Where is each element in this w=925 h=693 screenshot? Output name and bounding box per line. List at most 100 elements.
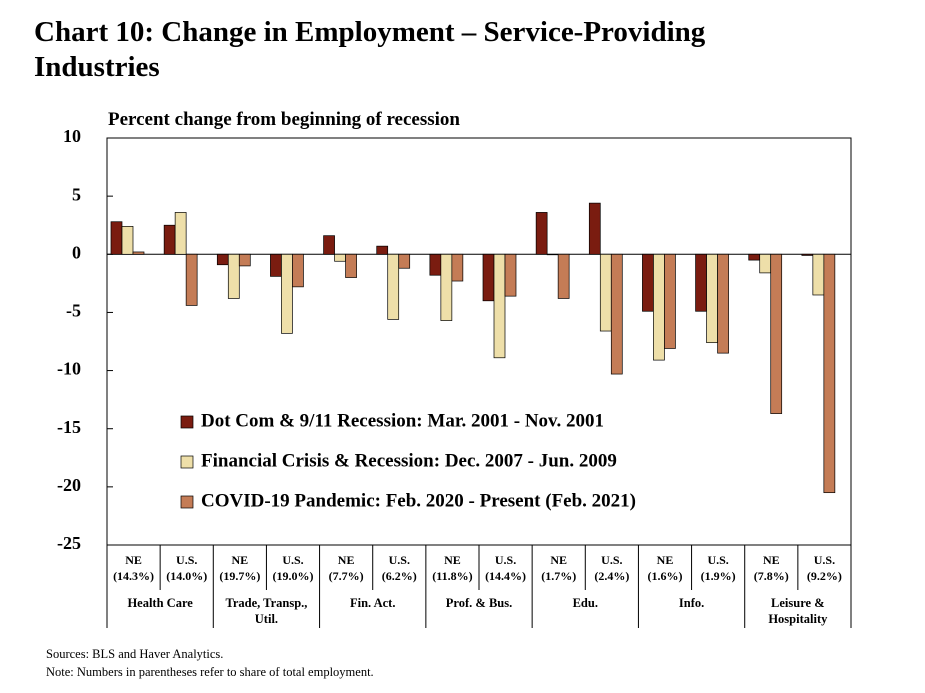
x-tick-share: (7.8%): [754, 569, 789, 583]
bar: [535, 212, 548, 255]
group-label: Leisure &: [771, 596, 825, 610]
bar: [482, 253, 495, 302]
group-label: Health Care: [127, 596, 193, 610]
x-tick-share: (14.3%): [113, 569, 154, 583]
x-tick-label: NE: [338, 553, 355, 567]
bar: [546, 253, 559, 256]
bar: [238, 253, 251, 267]
x-tick-share: (6.2%): [382, 569, 417, 583]
x-tick-share: (14.4%): [485, 569, 526, 583]
legend-swatch: [180, 415, 194, 429]
x-tick-share: (1.9%): [701, 569, 736, 583]
x-tick-share: (11.8%): [432, 569, 472, 583]
bar: [440, 253, 453, 321]
bar: [345, 253, 357, 278]
y-tick-label: -15: [57, 417, 81, 437]
x-tick-share: (2.4%): [594, 569, 629, 583]
x-tick-label: NE: [763, 553, 780, 567]
bar: [588, 202, 601, 255]
bar: [610, 253, 623, 375]
bar: [493, 253, 506, 359]
bar: [770, 253, 783, 414]
legend-label: Financial Crisis & Recession: Dec. 2007 …: [201, 450, 617, 471]
legend-label: COVID-19 Pandemic: Feb. 2020 - Present (…: [201, 490, 636, 511]
bar: [132, 251, 145, 255]
group-label: Hospitality: [768, 612, 828, 626]
group-label: Info.: [679, 596, 704, 610]
bar: [334, 253, 346, 262]
bar: [185, 253, 198, 306]
bar: [216, 253, 229, 266]
y-tick-label: 10: [63, 126, 81, 146]
bar: [759, 253, 772, 274]
x-tick-label: NE: [550, 553, 567, 567]
x-tick-label: U.S.: [814, 553, 835, 567]
group-label: Trade, Transp.,: [225, 596, 307, 610]
bar: [227, 253, 240, 299]
bar: [748, 253, 761, 261]
legend-swatch: [180, 455, 194, 469]
y-tick-label: -5: [66, 301, 81, 321]
y-tick-label: -25: [57, 533, 81, 553]
group-label: Edu.: [573, 596, 598, 610]
bar: [398, 253, 411, 269]
legend-label: Dot Com & 9/11 Recession: Mar. 2001 - No…: [201, 410, 604, 431]
x-tick-share: (1.6%): [648, 569, 683, 583]
bar: [174, 212, 187, 255]
bar: [504, 253, 517, 297]
x-tick-label: U.S.: [282, 553, 303, 567]
bar: [823, 253, 836, 494]
bar: [599, 253, 612, 332]
bar: [717, 253, 729, 354]
group-label: Prof. & Bus.: [446, 596, 512, 610]
x-tick-share: (1.7%): [541, 569, 576, 583]
x-tick-label: NE: [232, 553, 249, 567]
x-tick-label: NE: [657, 553, 674, 567]
chart-title: Chart 10: Change in Employment – Service…: [34, 16, 706, 48]
bar: [270, 253, 282, 277]
bar: [451, 253, 464, 282]
bar: [642, 253, 654, 312]
x-tick-label: U.S.: [495, 553, 516, 567]
plot-frame: [106, 137, 852, 546]
y-tick-label: -20: [57, 475, 81, 495]
y-tick-label: 0: [72, 242, 81, 262]
bar: [323, 235, 335, 255]
group-label: Fin. Act.: [350, 596, 395, 610]
x-tick-share: (19.0%): [273, 569, 314, 583]
group-label: Util.: [255, 612, 278, 626]
x-tick-share: (9.2%): [807, 569, 842, 583]
bar: [664, 253, 676, 349]
bar: [292, 253, 304, 288]
bar: [653, 253, 665, 361]
x-tick-label: U.S.: [601, 553, 622, 567]
x-tick-share: (14.0%): [166, 569, 207, 583]
source-note: Sources: BLS and Haver Analytics.: [46, 647, 223, 661]
bar: [429, 253, 442, 276]
bar: [121, 226, 134, 255]
bar: [557, 253, 570, 299]
bar: [812, 253, 825, 296]
chart-title: Industries: [34, 51, 160, 83]
y-axis-label: Percent change from beginning of recessi…: [108, 109, 460, 130]
x-tick-share: (7.7%): [329, 569, 364, 583]
bar: [376, 245, 389, 255]
x-tick-share: (19.7%): [219, 569, 260, 583]
bar: [801, 253, 814, 256]
x-tick-label: U.S.: [389, 553, 410, 567]
bar: [706, 253, 718, 344]
bar: [695, 253, 707, 312]
y-tick-label: -10: [57, 359, 81, 379]
bar: [387, 253, 400, 320]
x-tick-label: U.S.: [707, 553, 728, 567]
legend-swatch: [180, 495, 194, 509]
bar: [110, 221, 123, 255]
x-tick-label: NE: [444, 553, 461, 567]
x-tick-label: U.S.: [176, 553, 197, 567]
bar: [281, 253, 293, 334]
y-tick-label: 5: [72, 184, 81, 204]
x-tick-label: NE: [125, 553, 142, 567]
bar: [163, 224, 176, 255]
source-note: Note: Numbers in parentheses refer to sh…: [46, 665, 374, 679]
